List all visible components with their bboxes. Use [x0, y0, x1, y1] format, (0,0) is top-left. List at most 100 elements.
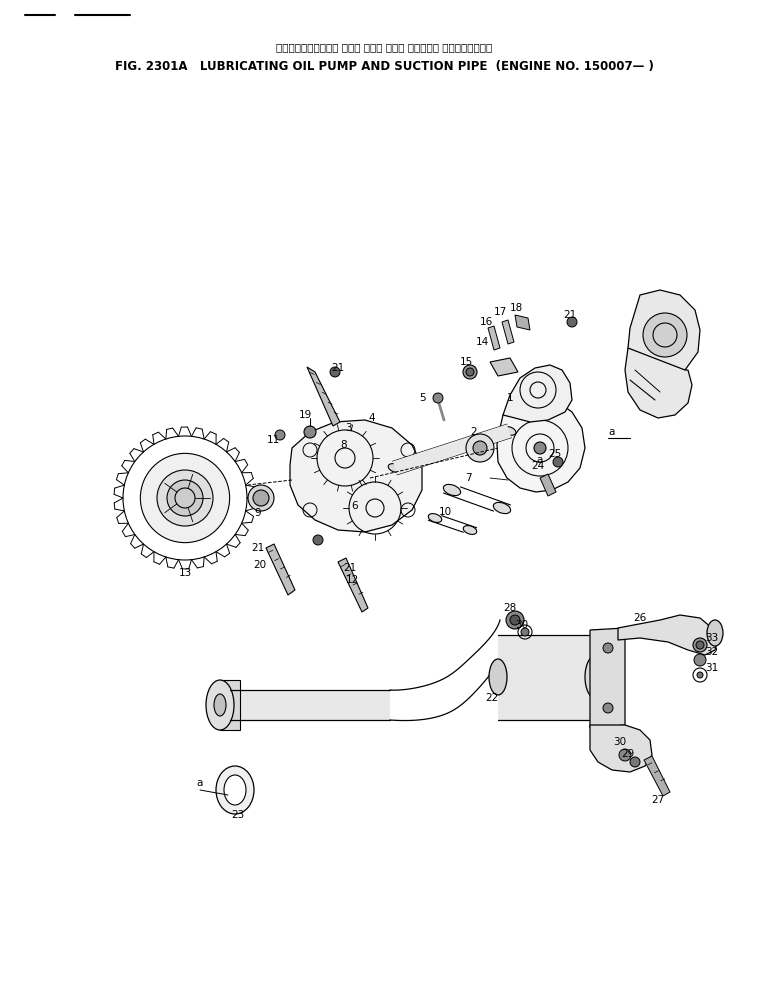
Circle shape [630, 757, 640, 767]
Polygon shape [497, 400, 585, 492]
Circle shape [697, 672, 703, 678]
Polygon shape [540, 474, 556, 496]
Ellipse shape [489, 659, 507, 695]
Text: 4: 4 [368, 413, 375, 423]
Polygon shape [393, 424, 511, 475]
Ellipse shape [214, 694, 226, 716]
Ellipse shape [206, 680, 234, 730]
Circle shape [521, 628, 529, 636]
Text: 11: 11 [266, 435, 280, 445]
Circle shape [696, 641, 704, 649]
Ellipse shape [388, 464, 401, 472]
Text: 33: 33 [705, 633, 718, 643]
Circle shape [603, 643, 613, 653]
Polygon shape [307, 367, 340, 426]
Ellipse shape [585, 656, 605, 698]
Polygon shape [490, 358, 518, 376]
Text: 30: 30 [614, 737, 627, 747]
Polygon shape [220, 680, 240, 730]
Text: a: a [609, 427, 615, 437]
Circle shape [157, 470, 213, 526]
Text: 15: 15 [459, 357, 473, 367]
Text: 21: 21 [344, 563, 357, 573]
Text: 16: 16 [479, 317, 493, 327]
Text: 8: 8 [341, 440, 348, 450]
Circle shape [466, 368, 474, 376]
Polygon shape [618, 615, 718, 655]
Circle shape [433, 393, 443, 403]
Circle shape [567, 317, 577, 327]
Text: 24: 24 [531, 461, 544, 471]
Text: 17: 17 [494, 307, 507, 317]
Circle shape [693, 638, 707, 652]
Text: 9: 9 [255, 508, 261, 518]
Polygon shape [644, 756, 670, 796]
Text: 1: 1 [507, 393, 514, 403]
Text: 18: 18 [509, 303, 523, 313]
Text: 10: 10 [438, 507, 451, 517]
Circle shape [510, 615, 520, 625]
Polygon shape [498, 635, 595, 720]
Ellipse shape [216, 766, 254, 814]
Polygon shape [515, 315, 530, 330]
Text: 3: 3 [345, 423, 351, 433]
Circle shape [167, 480, 203, 516]
Text: 2: 2 [471, 427, 478, 437]
Text: 27: 27 [651, 795, 664, 805]
Text: 22: 22 [485, 693, 498, 703]
Polygon shape [503, 365, 572, 422]
Circle shape [506, 611, 524, 629]
Text: 7: 7 [464, 473, 471, 483]
Ellipse shape [444, 484, 461, 496]
Text: 20: 20 [254, 560, 267, 570]
Text: 12: 12 [345, 575, 358, 585]
Polygon shape [488, 326, 500, 350]
Polygon shape [338, 558, 368, 612]
Text: 21: 21 [564, 310, 577, 320]
Polygon shape [502, 320, 514, 344]
Text: 21: 21 [331, 363, 345, 373]
Text: 21: 21 [251, 543, 265, 553]
Text: 5: 5 [418, 393, 425, 403]
Circle shape [694, 654, 706, 666]
Circle shape [466, 434, 494, 462]
Text: 29: 29 [621, 749, 634, 759]
Text: ルーブリケーティング オイル ポンプ および サクション パイプ　適用号機: ルーブリケーティング オイル ポンプ および サクション パイプ 適用号機 [276, 42, 492, 52]
Ellipse shape [463, 526, 477, 534]
Text: a: a [197, 778, 203, 788]
Polygon shape [625, 348, 692, 418]
Ellipse shape [494, 502, 511, 514]
Text: a: a [537, 455, 543, 465]
Circle shape [253, 490, 269, 506]
Polygon shape [266, 544, 295, 595]
Text: 6: 6 [351, 501, 358, 511]
Polygon shape [590, 725, 652, 772]
Circle shape [553, 457, 563, 467]
Text: 23: 23 [231, 810, 245, 820]
Ellipse shape [224, 775, 246, 805]
Polygon shape [628, 290, 700, 378]
Text: 30: 30 [515, 620, 528, 630]
Circle shape [304, 426, 316, 438]
Text: 26: 26 [634, 613, 647, 623]
Polygon shape [590, 628, 625, 728]
Circle shape [141, 453, 230, 543]
Circle shape [463, 365, 477, 379]
Circle shape [534, 442, 546, 454]
Circle shape [313, 535, 323, 545]
Text: 31: 31 [705, 663, 718, 673]
Circle shape [330, 367, 340, 377]
Text: 19: 19 [298, 410, 311, 420]
Polygon shape [230, 690, 390, 720]
Circle shape [619, 749, 631, 761]
Text: 13: 13 [178, 568, 191, 578]
Text: FIG. 2301A   LUBRICATING OIL PUMP AND SUCTION PIPE  (ENGINE NO. 150007— ): FIG. 2301A LUBRICATING OIL PUMP AND SUCT… [115, 60, 654, 73]
Text: 14: 14 [475, 337, 488, 347]
Circle shape [275, 430, 285, 440]
Text: 32: 32 [705, 647, 718, 657]
Circle shape [248, 485, 274, 511]
Polygon shape [290, 420, 422, 532]
Ellipse shape [428, 514, 441, 522]
Circle shape [643, 313, 687, 357]
Text: 28: 28 [504, 603, 517, 613]
